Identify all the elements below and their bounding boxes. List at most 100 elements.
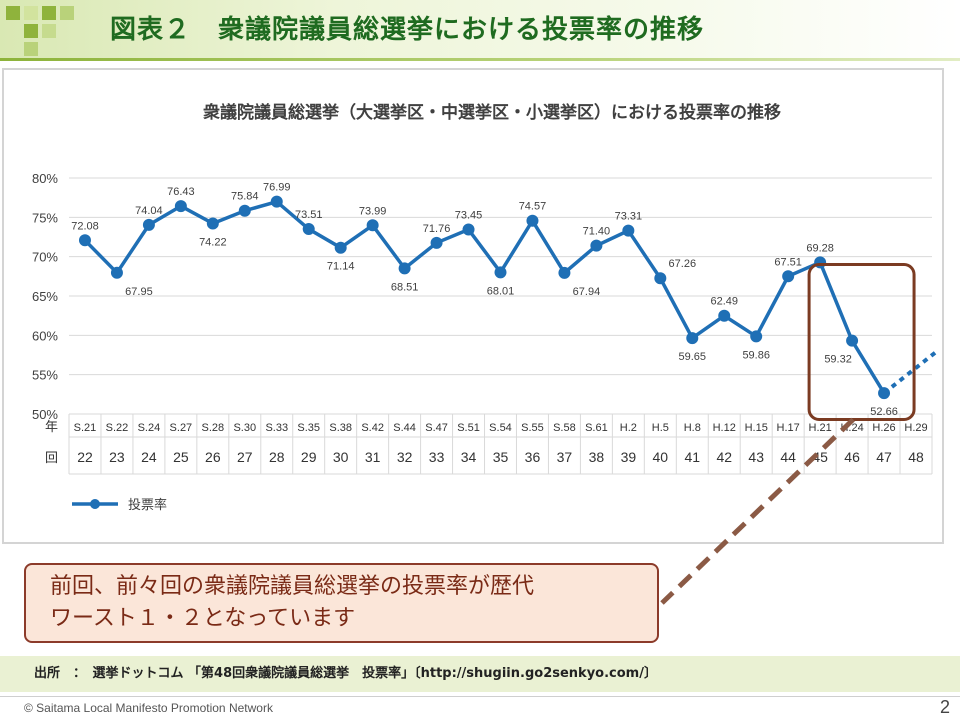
x-tick-label-year: H.17 (777, 422, 800, 434)
x-tick-label-round: 44 (780, 449, 796, 465)
y-tick-label: 65% (32, 289, 58, 304)
logo-square (42, 6, 56, 20)
data-point (430, 236, 443, 249)
x-tick-label-round: 48 (908, 449, 924, 465)
x-tick-label-round: 32 (397, 449, 413, 465)
x-tick-label-round: 46 (844, 449, 860, 465)
data-label: 62.49 (710, 296, 738, 308)
x-tick-label-round: 40 (653, 449, 669, 465)
x-tick-label-round: 35 (493, 449, 509, 465)
data-point (750, 330, 763, 343)
data-label: 75.84 (231, 191, 259, 203)
data-label: 74.22 (199, 236, 227, 248)
data-label: 67.51 (774, 256, 802, 268)
x-tick-label-round: 29 (301, 449, 317, 465)
series-line-turnout (83, 199, 886, 394)
data-point (622, 224, 635, 237)
x-tick-label-round: 38 (589, 449, 605, 465)
y-tick-label: 60% (32, 328, 58, 343)
x-tick-label-round: 37 (557, 449, 573, 465)
data-point (142, 218, 155, 231)
data-label: 74.57 (519, 201, 547, 213)
x-tick-label-year: S.54 (489, 422, 512, 434)
data-point (206, 217, 219, 230)
data-point (238, 204, 251, 217)
highlight-box (807, 263, 916, 422)
data-label: 73.99 (359, 205, 387, 217)
data-label: 76.99 (263, 182, 291, 194)
x-tick-label-round: 27 (237, 449, 253, 465)
y-tick-label: 55% (32, 368, 58, 383)
data-point (718, 309, 731, 322)
callout-box: 前回、前々回の衆議院議員総選挙の投票率が歴代 ワースト１・２となっています (24, 563, 659, 643)
y-tick-label: 70% (32, 250, 58, 265)
data-point (398, 262, 411, 275)
logo-square (6, 6, 20, 20)
x-tick-label-year: H.29 (904, 422, 927, 434)
x-tick-label-year: H.21 (809, 422, 832, 434)
data-label: 67.95 (125, 286, 153, 298)
data-label: 68.01 (487, 285, 515, 297)
legend-label: 投票率 (128, 497, 167, 512)
x-tick-label-round: 33 (429, 449, 445, 465)
data-label: 71.14 (327, 261, 355, 273)
x-tick-label-round: 26 (205, 449, 221, 465)
x-tick-label-year: H.2 (620, 422, 637, 434)
footer: © Saitama Local Manifesto Promotion Netw… (0, 696, 960, 721)
x-tick-label-year: S.47 (425, 422, 448, 434)
x-tick-label-year: H.8 (684, 422, 701, 434)
x-tick-label-round: 28 (269, 449, 285, 465)
x-tick-label-round: 24 (141, 449, 157, 465)
data-point (590, 239, 603, 252)
x-tick-label-year: S.58 (553, 422, 576, 434)
x-tick-label-year: S.61 (585, 422, 608, 434)
logo-square (60, 6, 74, 20)
data-point (174, 200, 187, 213)
logo-square (24, 6, 38, 20)
data-label: 68.51 (391, 281, 419, 293)
x-tick-label-round: 22 (77, 449, 93, 465)
data-point (686, 332, 699, 345)
data-point (110, 266, 123, 279)
x-tick-label-year: S.30 (233, 422, 256, 434)
data-label: 74.04 (135, 205, 163, 217)
data-label: 59.65 (679, 351, 707, 363)
x-tick-label-year: S.27 (170, 422, 193, 434)
x-tick-label-year: S.55 (521, 422, 544, 434)
page-number: 2 (939, 697, 950, 717)
data-point (494, 266, 507, 279)
x-tick-label-round: 41 (684, 449, 700, 465)
data-label: 71.76 (423, 223, 451, 235)
x-tick-label-round: 42 (716, 449, 732, 465)
x-tick-label-year: S.24 (138, 422, 161, 434)
data-label: 59.86 (742, 349, 770, 361)
source-citation: 出所 ： 選挙ドットコム 「第48回衆議院議員総選挙 投票率」〔http://s… (0, 656, 960, 692)
x-tick-label-year: S.51 (457, 422, 480, 434)
x-tick-label-round: 39 (621, 449, 637, 465)
chart-title: 衆議院議員総選挙（大選挙区・中選挙区・小選挙区）における投票率の推移 (203, 102, 781, 122)
x-tick-label-year: S.35 (297, 422, 320, 434)
x-tick-label-year: H.12 (713, 422, 736, 434)
x-tick-label-round: 34 (461, 449, 477, 465)
data-point (526, 214, 539, 227)
data-point (558, 266, 571, 279)
x-tick-label-round: 45 (812, 449, 828, 465)
data-point (878, 387, 891, 400)
callout-line-1: 前回、前々回の衆議院議員総選挙の投票率が歴代 (50, 574, 535, 599)
data-label: 69.28 (806, 242, 834, 254)
data-point (366, 219, 379, 232)
x-tick-label-round: 23 (109, 449, 125, 465)
copyright-text: © Saitama Local Manifesto Promotion Netw… (24, 701, 273, 715)
data-label: 67.94 (573, 286, 601, 298)
legend-marker (90, 499, 100, 509)
data-label: 59.32 (824, 354, 852, 366)
x-tick-label-round: 25 (173, 449, 189, 465)
x-tick-label-year: S.21 (74, 422, 97, 434)
x-tick-label-year: S.38 (329, 422, 352, 434)
x-tick-label-year: H.26 (872, 422, 895, 434)
x-tick-label-round: 36 (525, 449, 541, 465)
x-tick-label-year: S.42 (361, 422, 384, 434)
data-label: 73.45 (455, 210, 483, 222)
x-tick-label-year: H.15 (745, 422, 768, 434)
